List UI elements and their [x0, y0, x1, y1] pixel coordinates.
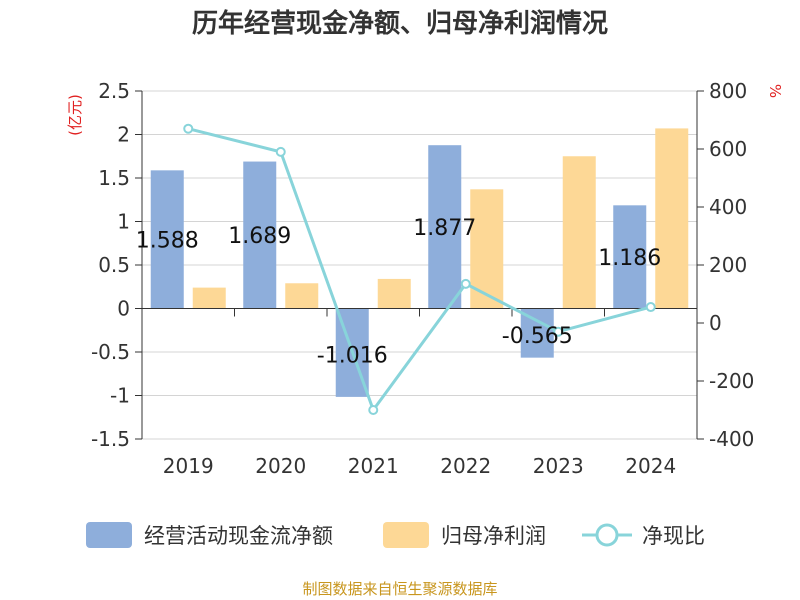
line-series: [183, 123, 656, 415]
point-ratio: [275, 146, 286, 157]
legend-label-cashflow: 经营活动现金流净额: [144, 524, 333, 548]
bar-profit: [285, 283, 319, 309]
legend-swatch-profit: [383, 522, 429, 548]
left-tick-label: 2: [117, 123, 130, 147]
point-ratio: [645, 302, 656, 313]
x-tick-label: 2021: [348, 454, 399, 478]
bar-profit: [655, 128, 689, 309]
chart-title: 历年经营现金净额、归母净利润情况: [192, 8, 608, 39]
source-note: 制图数据来自恒生聚源数据库: [302, 580, 497, 598]
data-label-cashflow: 1.877: [413, 216, 476, 241]
point-ratio: [368, 405, 379, 415]
x-tick-label: 2022: [440, 454, 491, 478]
point-ratio: [183, 123, 194, 134]
right-tick-label: 0: [709, 311, 722, 335]
data-label-cashflow: 1.588: [136, 228, 199, 253]
left-tick-label: -1: [110, 384, 130, 408]
point-ratio: [460, 278, 471, 289]
bar-profit: [377, 278, 411, 309]
legend-swatch-cashflow: [86, 522, 132, 548]
right-tick-label: 200: [709, 253, 747, 277]
right-tick-label: -400: [709, 427, 754, 451]
legend: 经营活动现金流净额 归母净利润 净现比: [86, 522, 705, 548]
data-label-cashflow: -0.565: [502, 324, 573, 349]
data-label-cashflow: 1.186: [598, 246, 661, 271]
left-tick-label: 1: [117, 210, 130, 234]
bar-cashflow: [243, 161, 277, 309]
data-labels: 1.588 1.689 -1.016 1.877 -0.565 1.186: [136, 216, 661, 369]
data-label-cashflow: -1.016: [317, 344, 388, 369]
x-tick-label: 2020: [255, 454, 306, 478]
bars: [150, 128, 689, 397]
left-tick-label: -1.5: [91, 427, 130, 451]
left-tick-label: 2.5: [98, 79, 130, 103]
legend-marker-ratio: [595, 523, 619, 547]
x-tick-label: 2019: [163, 454, 214, 478]
bar-profit: [470, 189, 504, 309]
right-tick-label: -200: [709, 369, 754, 393]
right-axis-unit: %: [766, 84, 784, 98]
left-tick-label: 1.5: [98, 166, 130, 190]
bar-cashflow: [150, 170, 184, 309]
bar-profit: [192, 287, 226, 309]
data-label-cashflow: 1.689: [228, 224, 291, 249]
x-tick-label: 2024: [625, 454, 676, 478]
left-axis-unit: (亿元): [66, 94, 84, 136]
left-tick-label: 0.5: [98, 253, 130, 277]
right-tick-label: 400: [709, 195, 747, 219]
right-tick-label: 600: [709, 137, 747, 161]
bar-cashflow: [428, 145, 462, 309]
legend-label-ratio: 净现比: [642, 524, 705, 548]
x-tick-label: 2023: [533, 454, 584, 478]
axes: 2.5 2 1.5 1 0.5 0 -0.5 -1 -1.5 800 600 400 200 0 -200 -…: [91, 79, 754, 478]
point-ratio: [553, 326, 564, 337]
right-tick-label: 800: [709, 79, 747, 103]
left-tick-label: 0: [117, 297, 130, 321]
bar-profit: [562, 156, 596, 309]
bar-cashflow: [613, 205, 647, 309]
legend-label-profit: 归母净利润: [441, 524, 546, 548]
line-ratio: [187, 127, 652, 414]
left-tick-label: -0.5: [91, 340, 130, 364]
